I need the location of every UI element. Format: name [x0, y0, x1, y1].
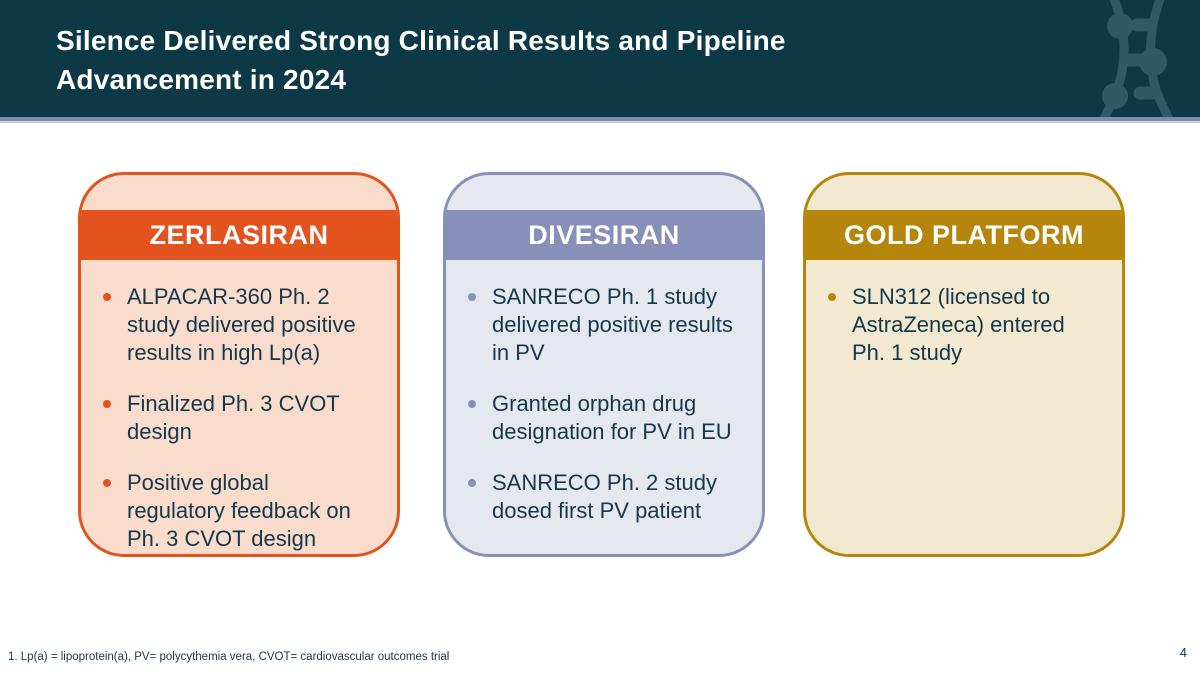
card-gold-platform: GOLD PLATFORM SLN312 (licensed to AstraZ… — [803, 172, 1125, 557]
bullet-text: SANRECO Ph. 2 study dosed first PV patie… — [492, 470, 717, 523]
header-divider — [0, 117, 1200, 123]
bullet-icon — [468, 293, 476, 301]
bullet-text: ALPACAR-360 Ph. 2 study delivered positi… — [127, 284, 356, 365]
slide-title-line1: Silence Delivered Strong Clinical Result… — [56, 25, 786, 56]
card-zerlasiran-title: ZERLASIRAN — [81, 210, 397, 260]
bullet-icon — [828, 293, 836, 301]
bullet-icon — [468, 400, 476, 408]
card-divesiran-body: SANRECO Ph. 1 study delivered positive r… — [446, 260, 762, 525]
bullet-item: SANRECO Ph. 2 study dosed first PV patie… — [462, 469, 737, 525]
bullet-text: Positive global regulatory feedback on P… — [127, 470, 351, 551]
bullet-item: Finalized Ph. 3 CVOT design — [97, 390, 372, 446]
bullet-item: SANRECO Ph. 1 study delivered positive r… — [462, 283, 737, 367]
footnote: 1. Lp(a) = lipoprotein(a), PV= polycythe… — [8, 651, 450, 663]
bullet-text: SLN312 (licensed to AstraZeneca) entered… — [852, 284, 1065, 365]
page-number: 4 — [1179, 645, 1187, 660]
card-gold-platform-title: GOLD PLATFORM — [806, 210, 1122, 260]
card-gold-platform-body: SLN312 (licensed to AstraZeneca) entered… — [806, 260, 1122, 367]
card-divesiran: DIVESIRAN SANRECO Ph. 1 study delivered … — [443, 172, 765, 557]
bullet-item: Positive global regulatory feedback on P… — [97, 469, 372, 553]
bullet-text: Granted orphan drug designation for PV i… — [492, 391, 732, 444]
card-zerlasiran-body: ALPACAR-360 Ph. 2 study delivered positi… — [81, 260, 397, 553]
bullet-icon — [468, 479, 476, 487]
slide-header: Silence Delivered Strong Clinical Result… — [0, 0, 1200, 117]
bullet-icon — [103, 400, 111, 408]
bullet-icon — [103, 293, 111, 301]
slide-title-line2: Advancement in 2024 — [56, 64, 347, 95]
slide-title: Silence Delivered Strong Clinical Result… — [56, 21, 786, 99]
sirna-strands-logo-icon — [1099, 0, 1174, 117]
bullet-item: SLN312 (licensed to AstraZeneca) entered… — [822, 283, 1097, 367]
bullet-icon — [103, 479, 111, 487]
bullet-text: Finalized Ph. 3 CVOT design — [127, 391, 340, 444]
bullet-item: ALPACAR-360 Ph. 2 study delivered positi… — [97, 283, 372, 367]
card-zerlasiran: ZERLASIRAN ALPACAR-360 Ph. 2 study deliv… — [78, 172, 400, 557]
bullet-item: Granted orphan drug designation for PV i… — [462, 390, 737, 446]
bullet-text: SANRECO Ph. 1 study delivered positive r… — [492, 284, 733, 365]
card-divesiran-title: DIVESIRAN — [446, 210, 762, 260]
